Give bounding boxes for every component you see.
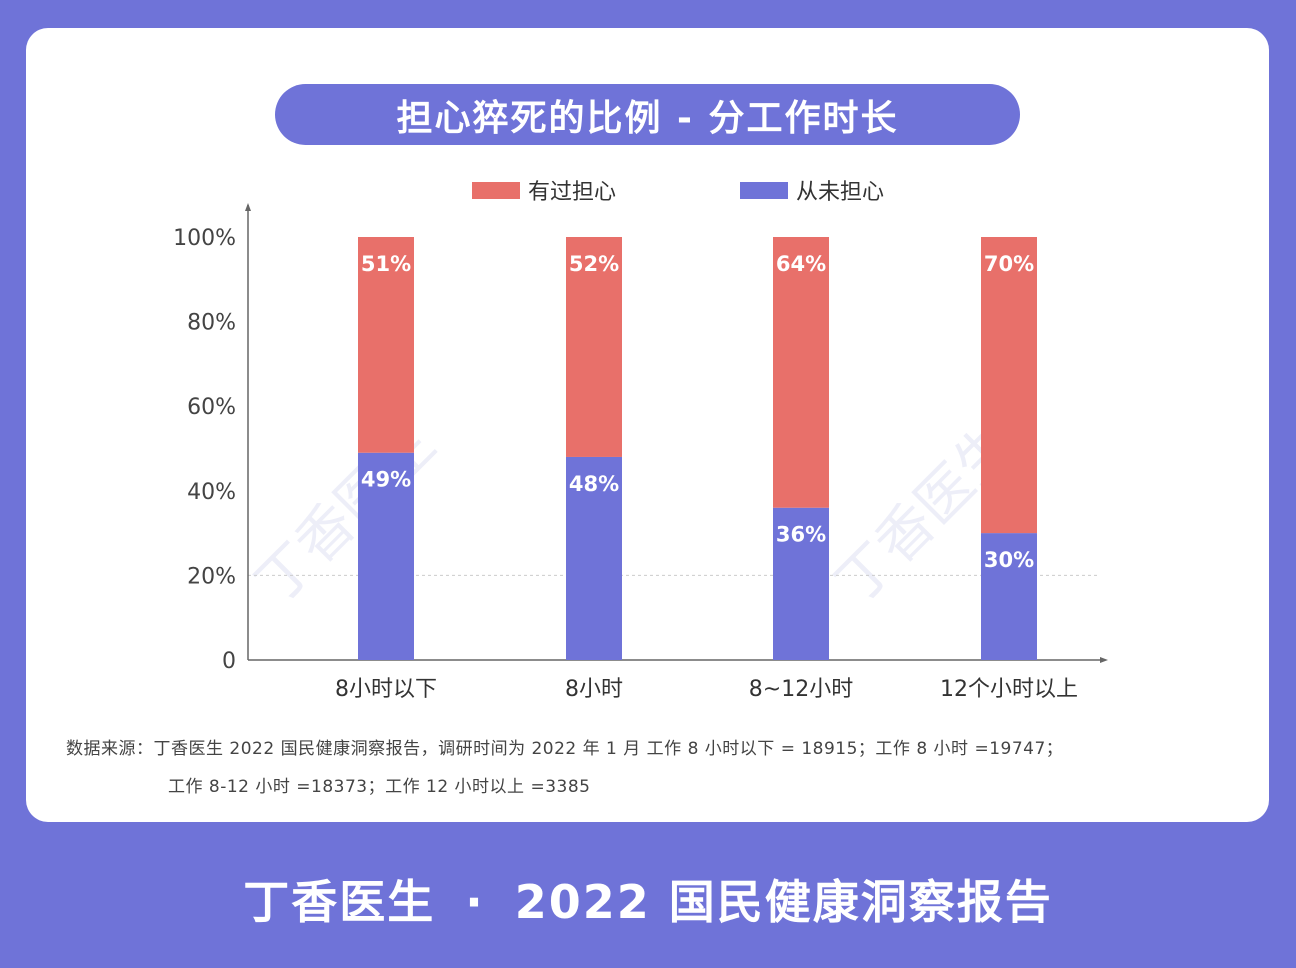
source-line-1: 数据来源：丁香医生 2022 国民健康洞察报告，调研时间为 2022 年 1 月… [66,739,1064,759]
bar-segment [773,507,829,660]
footer-report: 2022 国民健康洞察报告 [514,875,1053,929]
y-tick-label: 0 [222,649,236,674]
bar-segment [358,237,414,453]
bar-data-label: 49% [361,468,411,492]
legend-swatch-never [740,181,788,199]
bar-data-label: 48% [569,472,619,496]
legend-item-worried: 有过担心 [472,174,616,206]
legend-swatch-worried [472,181,520,199]
y-tick-label: 60% [187,395,236,420]
bar-segment [358,452,414,660]
x-category-label: 8小时以下 [335,677,437,702]
legend-item-never: 从未担心 [740,174,884,206]
bar-segment [981,237,1037,534]
source-line-2: 工作 8-12 小时 =18373；工作 12 小时以上 =3385 [168,777,591,797]
bar-data-label: 30% [984,548,1034,572]
x-category-label: 8小时 [565,677,623,702]
y-tick-label: 20% [187,564,236,589]
x-axis-arrow [1100,657,1108,663]
bar-segment [566,237,622,457]
legend-label: 有过担心 [528,180,617,205]
bar-segment [981,533,1037,660]
bar-data-label: 70% [984,252,1034,276]
footer-brand: 丁香医生 [243,875,436,929]
bar-data-label: 36% [776,523,826,547]
footer-dot: · [465,875,485,929]
chart-title: 担心猝死的比例 - 分工作时长 [275,84,1020,145]
bar-data-label: 52% [569,252,619,276]
y-tick-label: 100% [173,226,236,251]
y-tick-label: 40% [187,480,236,505]
chart-card [26,28,1269,822]
y-tick-label: 80% [187,311,236,336]
data-source-note: 数据来源：丁香医生 2022 国民健康洞察报告，调研时间为 2022 年 1 月… [66,730,1063,806]
bar-data-label: 51% [361,252,411,276]
legend-label: 从未担心 [796,180,885,205]
bar-data-label: 64% [776,252,826,276]
x-category-label: 12个小时以上 [940,677,1078,702]
bar-segment [773,237,829,508]
x-category-label: 8~12小时 [749,677,853,702]
bar-segment [566,456,622,660]
footer-banner: 丁香医生 · 2022 国民健康洞察报告 [0,866,1296,932]
y-axis-arrow [245,203,251,211]
